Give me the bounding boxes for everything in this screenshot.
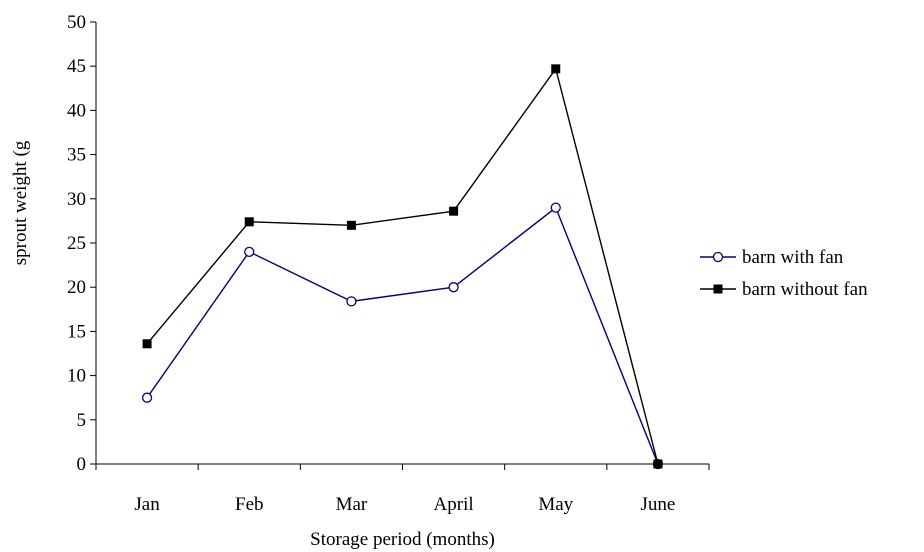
y-tick-label: 20 — [67, 277, 86, 298]
legend-marker — [713, 284, 723, 294]
y-tick-label: 10 — [67, 366, 86, 387]
y-tick-label: 5 — [77, 410, 87, 431]
data-point — [551, 64, 561, 74]
x-tick-label: Jan — [134, 494, 160, 515]
y-axis-title: sprout weight (g — [10, 140, 31, 265]
x-tick-label: April — [434, 494, 474, 515]
legend-label: barn without fan — [742, 279, 868, 300]
series-group — [141, 64, 664, 470]
legend-item: barn without fan — [700, 279, 868, 300]
y-tick-label: 0 — [77, 454, 87, 475]
x-tick-label: May — [538, 494, 573, 515]
data-point — [141, 392, 153, 403]
legend: barn with fan barn without fan — [700, 247, 868, 300]
data-point — [550, 202, 561, 213]
data-point — [449, 206, 459, 216]
axes-group — [95, 22, 709, 465]
series-line — [146, 206, 659, 465]
y-tick-label: 25 — [67, 233, 86, 254]
x-tick-label: Mar — [336, 494, 368, 515]
data-point — [346, 296, 357, 307]
y-tick-label: 30 — [67, 189, 86, 210]
series-2 — [142, 64, 663, 469]
x-axis-title: Storage period (months) — [310, 529, 495, 550]
y-tick-label: 15 — [67, 321, 86, 342]
legend-label: barn with fan — [742, 247, 844, 268]
y-ticks-group: 0 5 10 15 20 25 30 35 40 45 50 — [67, 12, 96, 475]
data-point — [346, 220, 356, 230]
series-line — [146, 67, 659, 465]
data-point — [448, 282, 459, 293]
y-tick-label: 35 — [67, 145, 86, 166]
legend-marker — [712, 251, 724, 263]
y-tick-label: 50 — [67, 12, 86, 33]
series-1 — [141, 202, 664, 470]
data-point — [653, 459, 663, 469]
x-tick-label: Feb — [235, 494, 264, 515]
data-point — [244, 246, 255, 257]
x-ticks-group: Jan Feb Mar April May June — [95, 464, 710, 515]
x-tick-label: June — [641, 494, 676, 515]
legend-item: barn with fan — [700, 247, 844, 268]
y-tick-label: 40 — [67, 100, 86, 121]
y-tick-label: 45 — [67, 56, 86, 77]
data-point — [142, 339, 152, 349]
data-point — [244, 217, 254, 227]
